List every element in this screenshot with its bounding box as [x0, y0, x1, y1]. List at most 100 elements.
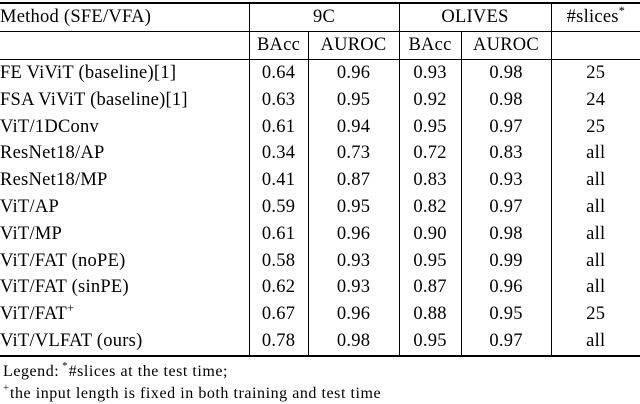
cell-slices: all	[586, 277, 606, 298]
cell-9c-bacc: 0.61	[249, 113, 309, 141]
cell-9c-bacc: 0.34	[249, 140, 309, 168]
cell-olives-bacc: 0.95	[399, 113, 462, 141]
cell-olives-auroc: 0.98	[461, 86, 552, 114]
cell-olives-bacc: 0.92	[399, 86, 462, 114]
cell-olives-auroc: 0.97	[461, 113, 552, 141]
table-row: ViT/FAT+ 0.67 0.96 0.88 0.95 25	[0, 301, 640, 328]
cell-9c-auroc: 0.96	[308, 301, 400, 328]
cell-olives-auroc: 0.97	[461, 193, 552, 221]
cell-9c-bacc: 0.78	[249, 327, 309, 357]
cell-9c-auroc: 0.98	[308, 327, 400, 357]
cell-olives-bacc: 0.87	[399, 274, 462, 302]
header-row-groups: Method (SFE/VFA) 9C OLIVES #slices*	[0, 3, 640, 32]
cell-slices: 25	[586, 304, 606, 325]
cell-method: ViT/1DConv	[0, 113, 250, 141]
cell-slices: all	[586, 250, 606, 271]
cell-method: ResNet18/MP	[0, 167, 250, 194]
cell-olives-auroc: 0.99	[461, 247, 552, 275]
legend-prefix: Legend:	[3, 362, 60, 380]
table-row: ViT/VLFAT (ours) 0.78 0.98 0.95 0.97 all	[0, 327, 640, 357]
cell-olives-auroc: 0.98	[461, 59, 552, 87]
cell-9c-auroc: 0.93	[308, 247, 400, 275]
table-header: Method (SFE/VFA) 9C OLIVES #slices* BAcc…	[0, 3, 640, 60]
cell-9c-bacc: 0.58	[249, 247, 309, 275]
cell-slices: all	[551, 327, 640, 357]
cell-9c-auroc: 0.95	[308, 86, 400, 114]
table-row: FE ViViT (baseline)[1] 0.64 0.96 0.93 0.98 25	[0, 59, 640, 87]
cell-9c-auroc: 0.87	[308, 167, 400, 194]
empty-header-cell	[551, 31, 640, 60]
cell-method: ViT/FAT (noPE)	[0, 247, 250, 275]
table-row: ViT/1DConv 0.61 0.94 0.95 0.97 25	[0, 113, 640, 141]
cell-olives-bacc: 0.95	[399, 327, 462, 357]
cell-slices: 24	[586, 89, 606, 110]
col-group-9c: 9C	[249, 3, 400, 32]
cell-9c-auroc: 0.73	[308, 140, 400, 168]
col-header-method: Method (SFE/VFA)	[0, 3, 250, 32]
legend-slices-text: #slices at the test time;	[68, 362, 229, 380]
col-header-olives-auroc: AUROC	[461, 31, 552, 60]
cell-9c-auroc: 0.96	[308, 59, 400, 87]
cell-olives-auroc: 0.97	[461, 327, 552, 357]
table-row: ViT/FAT (noPE) 0.58 0.93 0.95 0.99 all	[0, 247, 640, 275]
cell-olives-bacc: 0.93	[399, 59, 462, 87]
cell-method: ViT/FAT (sinPE)	[0, 274, 250, 302]
legend-input-length-text: the input length is fixed in both traini…	[9, 384, 382, 402]
cell-9c-bacc: 0.62	[249, 274, 309, 302]
cell-method: ViT/FAT+	[0, 301, 250, 328]
col-header-olives-bacc: BAcc	[399, 31, 462, 60]
cell-olives-auroc: 0.93	[461, 167, 552, 194]
cell-9c-bacc: 0.67	[249, 301, 309, 328]
col-header-9c-auroc: AUROC	[308, 31, 400, 60]
cell-slices: all	[586, 170, 606, 191]
cell-olives-bacc: 0.83	[399, 167, 462, 194]
cell-9c-auroc: 0.95	[308, 193, 400, 221]
cell-9c-bacc: 0.64	[249, 59, 309, 87]
cell-olives-auroc: 0.96	[461, 274, 552, 302]
cell-olives-auroc: 0.95	[461, 301, 552, 328]
cell-9c-auroc: 0.96	[308, 220, 400, 248]
cell-olives-auroc: 0.98	[461, 220, 552, 248]
cell-slices: 25	[586, 63, 606, 83]
cell-method: ResNet18/AP	[0, 140, 250, 168]
col-header-9c-bacc: BAcc	[249, 31, 309, 60]
empty-header-cell	[0, 31, 250, 60]
cell-slices: all	[586, 143, 606, 164]
method-plus-superscript: +	[67, 301, 74, 316]
cell-slices: 25	[586, 116, 606, 137]
cell-9c-auroc: 0.93	[308, 274, 400, 302]
table-row: FSA ViViT (baseline)[1] 0.63 0.95 0.92 0.98 2…	[0, 86, 640, 114]
table-row: ResNet18/AP 0.34 0.73 0.72 0.83 all	[0, 140, 640, 168]
slices-asterisk-superscript: *	[618, 3, 625, 18]
col-group-olives: OLIVES	[399, 3, 552, 32]
cell-olives-bacc: 0.72	[399, 140, 462, 168]
col-header-slices: #slices*	[551, 3, 640, 32]
table-body: FE ViViT (baseline)[1] 0.64 0.96 0.93 0.98 25…	[0, 59, 640, 357]
cell-method: ViT/MP	[0, 220, 250, 248]
header-row-metrics: BAcc AUROC BAcc AUROC	[0, 31, 640, 60]
results-table: Method (SFE/VFA) 9C OLIVES #slices* BAcc…	[0, 2, 640, 357]
legend-line-input-length: +the input length is fixed in both train…	[3, 383, 640, 404]
cell-slices: all	[586, 223, 606, 244]
cell-olives-bacc: 0.90	[399, 220, 462, 248]
cell-9c-bacc: 0.61	[249, 220, 309, 248]
cell-method: FSA ViViT (baseline)[1]	[0, 86, 250, 114]
legend-line-slices: Legend: *#slices at the test time;	[3, 361, 640, 383]
cell-olives-auroc: 0.83	[461, 140, 552, 168]
legend-asterisk-superscript: *	[62, 361, 68, 373]
cell-olives-bacc: 0.95	[399, 247, 462, 275]
cell-9c-bacc: 0.41	[249, 167, 309, 194]
cell-olives-bacc: 0.82	[399, 193, 462, 221]
table-row: ResNet18/MP 0.41 0.87 0.83 0.93 all	[0, 167, 640, 194]
legend: Legend: *#slices at the test time; +the i…	[0, 361, 640, 404]
table-row: ViT/AP 0.59 0.95 0.82 0.97 all	[0, 193, 640, 221]
cell-9c-auroc: 0.94	[308, 113, 400, 141]
slices-label: #slices	[566, 7, 619, 27]
cell-9c-bacc: 0.59	[249, 193, 309, 221]
legend-plus-superscript: +	[3, 383, 9, 395]
cell-slices: all	[586, 196, 606, 217]
table-row: ViT/FAT (sinPE) 0.62 0.93 0.87 0.96 all	[0, 274, 640, 302]
cell-olives-bacc: 0.88	[399, 301, 462, 328]
cell-method: FE ViViT (baseline)[1]	[0, 59, 250, 87]
